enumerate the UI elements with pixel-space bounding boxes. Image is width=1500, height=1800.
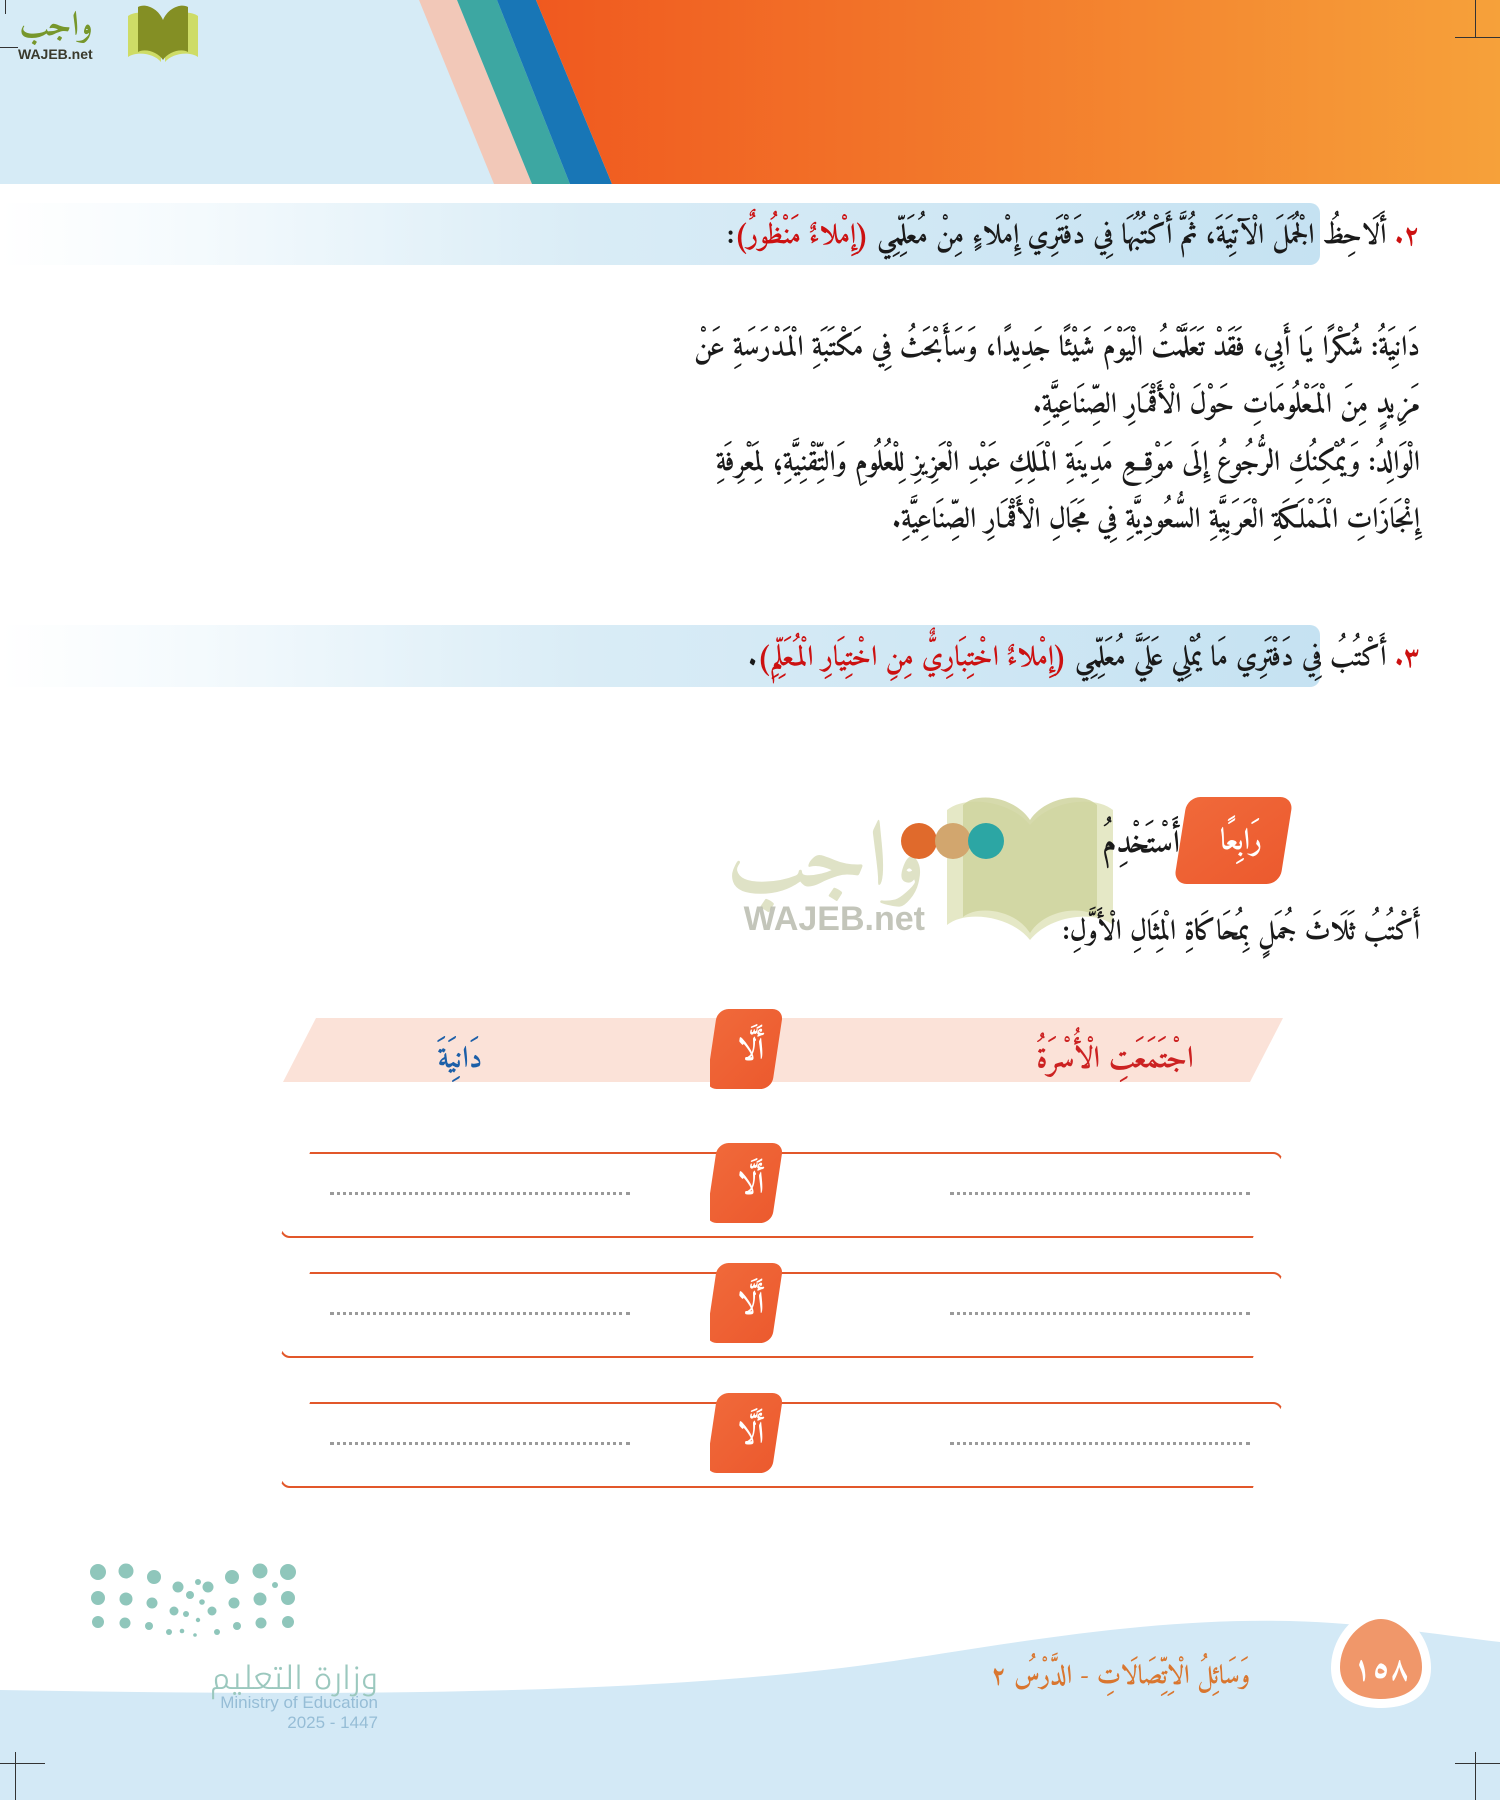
svg-text:١٥٨: ١٥٨: [1353, 1643, 1409, 1699]
